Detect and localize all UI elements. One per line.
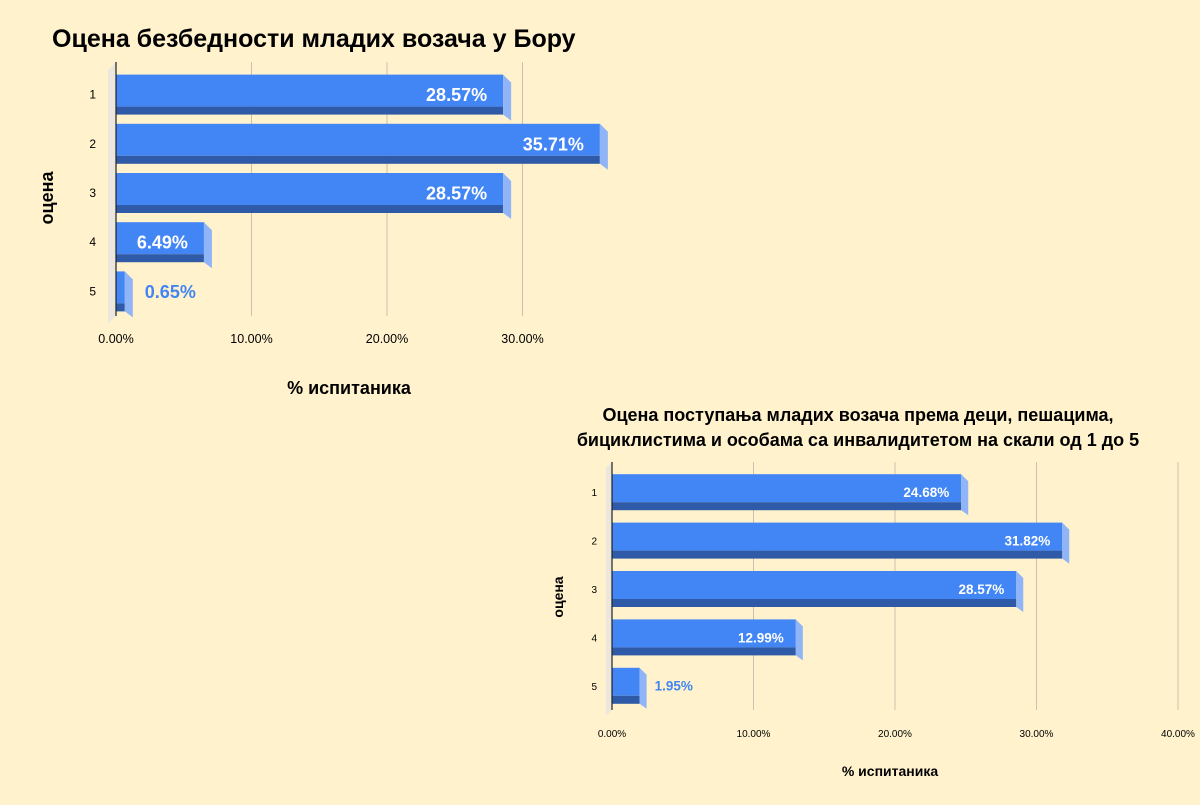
y-axis-title: оцена	[550, 576, 566, 617]
bar-bottom-face	[612, 647, 796, 656]
data-label: 0.65%	[145, 282, 196, 302]
x-axis-title: % испитаника	[287, 378, 412, 398]
bar-bottom-face	[612, 599, 1017, 607]
bar	[612, 667, 640, 696]
chart-wall	[108, 62, 116, 324]
bar-bottom-face	[116, 254, 204, 263]
x-axis-title: % испитаника	[842, 763, 939, 779]
data-label: 28.57%	[958, 582, 1004, 597]
bar-side-face	[961, 474, 969, 516]
data-label: 35.71%	[523, 134, 584, 154]
x-tick-label: 20.00%	[878, 729, 912, 740]
data-label: 31.82%	[1004, 533, 1050, 548]
category-label: 4	[89, 235, 96, 249]
chart-road-safety: Оцена безбедности младих возача у Бору 1…	[37, 25, 608, 398]
x-tick-label: 40.00%	[1161, 729, 1195, 740]
chart-title-line-1: Оцена поступања младих возача према деци…	[602, 405, 1113, 425]
bar	[612, 474, 962, 503]
bar-side-face	[503, 173, 512, 219]
data-label: 28.57%	[426, 183, 487, 203]
bar-side-face	[203, 222, 212, 269]
x-tick-label: 30.00%	[1020, 729, 1054, 740]
bar	[612, 619, 796, 648]
bar-bottom-face	[116, 205, 504, 213]
category-label: 5	[89, 284, 96, 298]
x-tick-label: 30.00%	[501, 332, 543, 346]
category-label: 4	[591, 633, 597, 644]
bar-bottom-face	[612, 695, 640, 704]
x-tick-label: 10.00%	[230, 332, 272, 346]
bar	[116, 271, 125, 304]
bar-side-face	[124, 271, 133, 318]
chart-title-line-2: бициклистима и особама са инвалидитетом …	[577, 430, 1139, 450]
bar-side-face	[1062, 522, 1070, 564]
bar-side-face	[639, 667, 647, 709]
x-tick-label: 0.00%	[98, 332, 133, 346]
data-label: 24.68%	[903, 485, 949, 500]
data-label: 12.99%	[738, 630, 784, 645]
bar-bottom-face	[116, 155, 600, 164]
category-label: 1	[89, 88, 96, 102]
bar	[612, 522, 1063, 551]
data-label: 28.57%	[426, 85, 487, 105]
bar	[116, 74, 504, 107]
bar-bottom-face	[612, 550, 1063, 559]
bar	[612, 571, 1017, 599]
bar-bottom-face	[612, 502, 962, 511]
bar	[116, 173, 504, 205]
bar-side-face	[599, 123, 608, 170]
bar-bottom-face	[116, 106, 504, 115]
data-label: 1.95%	[655, 679, 693, 694]
chart-wall	[606, 462, 612, 716]
chart-title: Оцена безбедности младих возача у Бору	[52, 25, 576, 53]
x-tick-label: 10.00%	[737, 729, 771, 740]
x-tick-label: 0.00%	[598, 729, 626, 740]
bar-side-face	[795, 619, 803, 661]
category-label: 3	[89, 186, 96, 200]
category-label: 1	[591, 488, 597, 499]
category-label: 2	[591, 537, 597, 548]
chart-driver-behaviour: Оцена поступања младих возача према деци…	[550, 405, 1195, 779]
category-label: 3	[591, 585, 597, 596]
bar-side-face	[503, 74, 512, 121]
category-label: 2	[89, 137, 96, 151]
data-label: 6.49%	[137, 233, 188, 253]
bar-side-face	[1016, 571, 1024, 612]
bar	[116, 123, 600, 156]
bar	[116, 222, 204, 255]
x-tick-label: 20.00%	[366, 332, 408, 346]
y-axis-title: оцена	[37, 171, 57, 225]
bar-bottom-face	[116, 303, 125, 312]
category-label: 5	[591, 682, 597, 693]
